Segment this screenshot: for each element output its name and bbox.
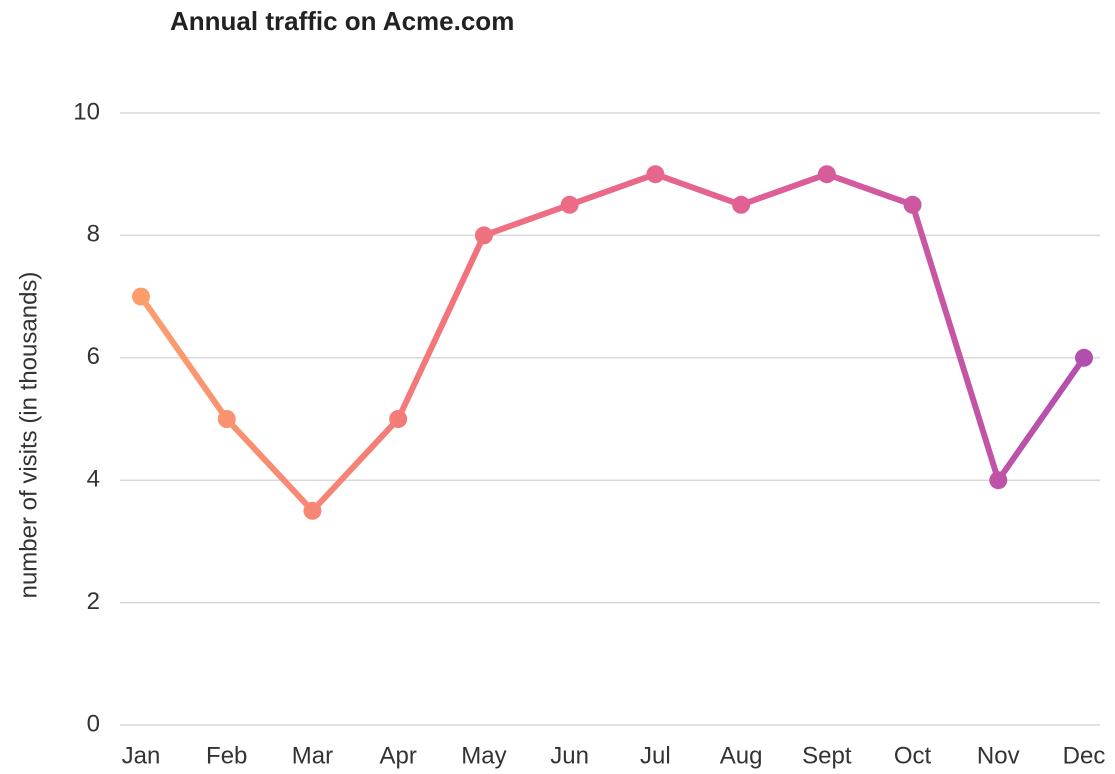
point [217,410,236,428]
y-tick-label: 6 [87,343,100,370]
x-tick-label: Mar [292,742,333,769]
point [560,195,579,214]
x-tick-label: Jun [550,742,589,769]
y-tick-label: 8 [87,221,100,248]
x-tick-label: Jul [640,742,671,769]
x-tick-label: Apr [380,742,417,769]
point [903,195,922,214]
y-tick-label: 0 [87,710,100,737]
y-axis-label: number of visits (in thousands) [15,272,42,599]
point [303,501,322,520]
y-tick-label: 4 [87,466,100,493]
point [132,287,150,306]
x-tick-label: Aug [720,742,763,769]
point [389,410,408,428]
x-tick-label: Oct [894,742,932,769]
point [474,226,493,245]
x-tick-label: May [461,742,506,769]
x-tick-label: Jan [122,742,161,769]
point [732,195,751,214]
x-tick-label: Sept [802,742,852,769]
line [138,171,1087,514]
x-tick-label: Nov [977,742,1020,769]
point [989,471,1008,490]
x-tick-label: Dec [1063,742,1106,769]
point [817,165,836,184]
point [1075,348,1093,367]
y-tick-label: 10 [73,98,100,125]
point [646,165,665,184]
chart-title: Annual traffic on Acme.com [170,6,514,36]
y-tick-label: 2 [87,588,100,615]
x-tick-label: Feb [206,742,247,769]
